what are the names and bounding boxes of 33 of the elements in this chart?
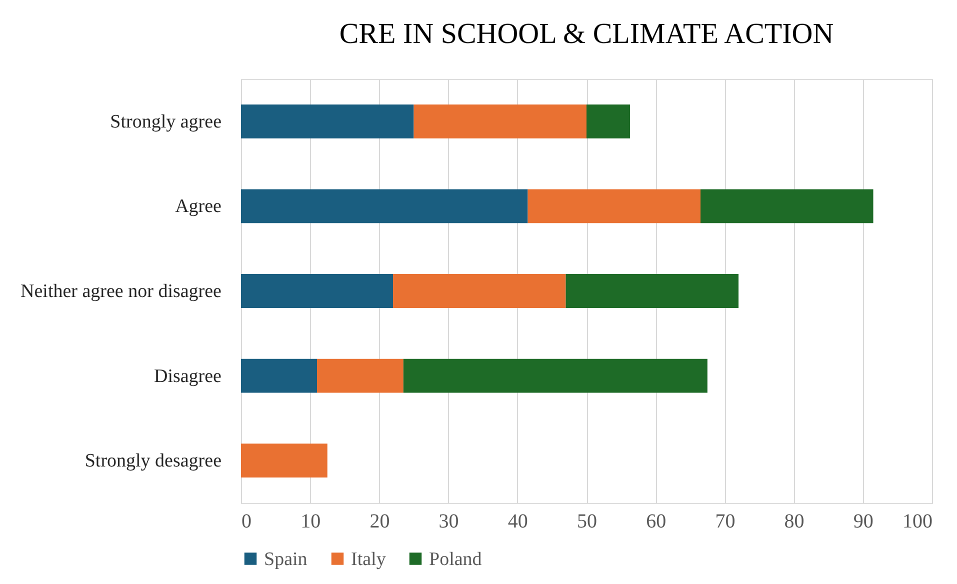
bar (586, 104, 630, 138)
bar (700, 189, 874, 224)
bar (528, 189, 701, 224)
x-tick-label: 70 (715, 510, 736, 532)
bar (241, 274, 394, 308)
bar (403, 358, 708, 393)
x-tick-label: 80 (784, 510, 804, 532)
x-tick-label: 90 (853, 510, 874, 532)
x-tick-label: 20 (370, 510, 390, 532)
y-tick-label: Neither agree nor disagree (20, 281, 222, 302)
x-tick-label: 100 (902, 510, 932, 532)
bar (241, 444, 328, 478)
x-tick-label: 10 (300, 510, 321, 532)
x-tick-label: 30 (438, 510, 459, 532)
x-tick-label: 40 (508, 510, 528, 532)
bar (241, 104, 414, 138)
y-tick-label: Strongly desagree (84, 450, 222, 472)
y-tick-label: Agree (175, 196, 222, 218)
chart-title: CRE IN SCHOOL & CLIMATE ACTION (339, 18, 834, 50)
legend-label: Poland (429, 548, 482, 570)
bar (393, 274, 566, 308)
legend-label: Italy (351, 548, 386, 570)
y-tick-label: Disagree (154, 366, 222, 387)
bar (317, 358, 404, 393)
bar (241, 358, 318, 393)
y-tick-label: Strongly agree (110, 111, 222, 132)
legend-label: Spain (264, 548, 308, 570)
bar (414, 104, 586, 138)
x-tick-label: 50 (577, 510, 597, 532)
x-tick-label: 60 (646, 510, 666, 532)
bar (241, 189, 528, 224)
x-tick-label: 0 (242, 510, 252, 532)
bar (566, 274, 739, 308)
